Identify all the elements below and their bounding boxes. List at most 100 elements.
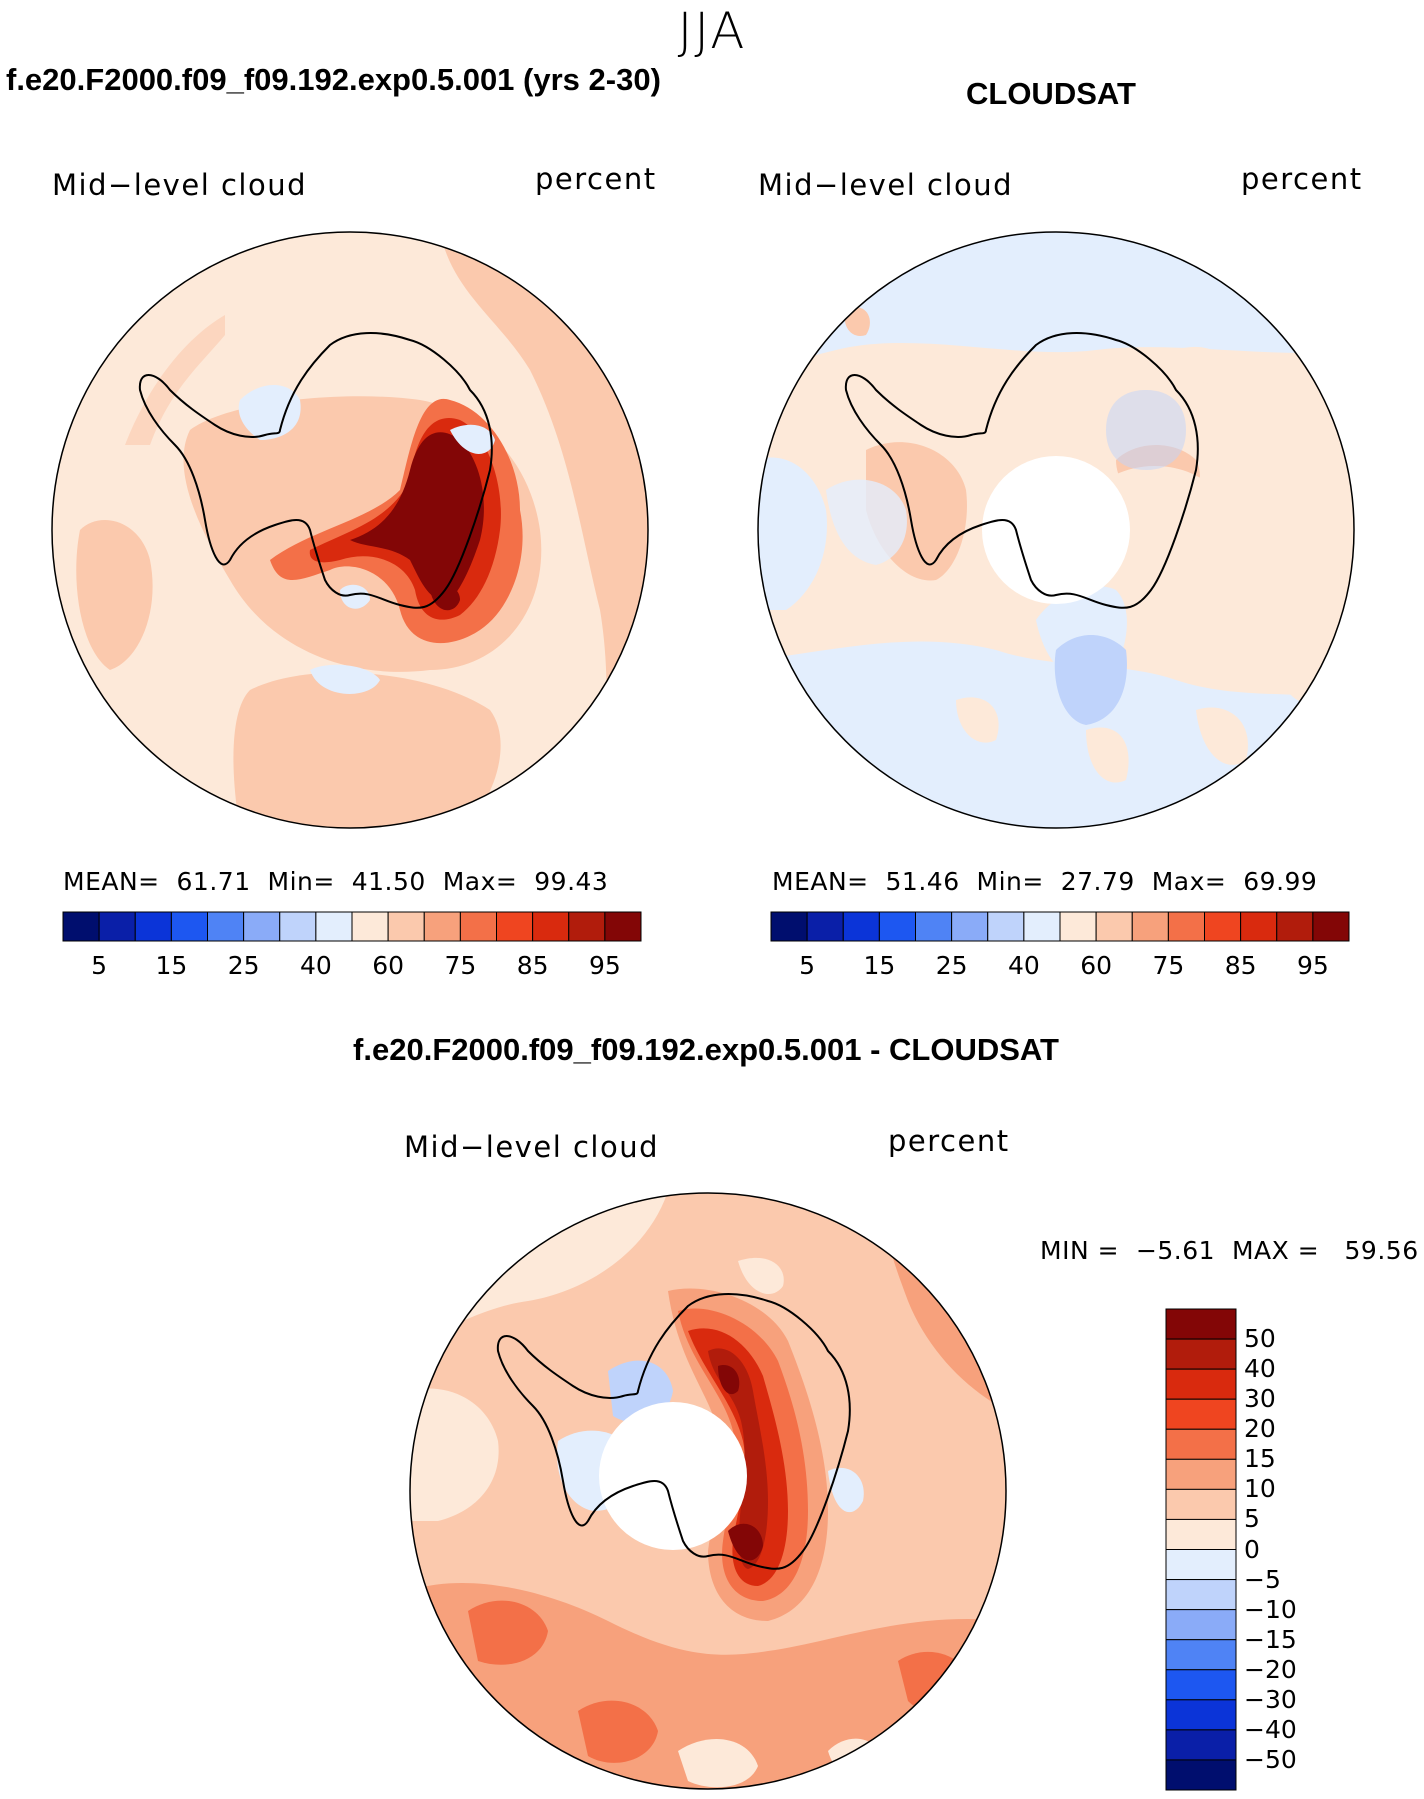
obs-colorbar-swatch: [951, 911, 989, 942]
model-colorbar-swatch: [532, 911, 570, 942]
diff-colorbar-tick-label: 15: [1244, 1444, 1276, 1474]
model-colorbar-swatch: [134, 911, 172, 942]
model-mean-value: 61.71: [176, 867, 251, 896]
model-min-label: Min=: [267, 867, 335, 896]
model-colorbar-tick-label: 25: [227, 951, 260, 980]
obs-colorbar-swatch: [842, 911, 880, 942]
obs-colorbar-swatch: [1167, 911, 1205, 942]
obs-colorbar-tick-label: 15: [863, 951, 896, 980]
model-units-label: percent: [535, 162, 657, 196]
diff-colorbar-tick-label: 40: [1244, 1354, 1276, 1384]
model-colorbar-tick-label: 60: [372, 951, 405, 980]
model-colorbar-tick-label: 75: [444, 951, 477, 980]
model-min-value: 41.50: [351, 867, 426, 896]
model-colorbar-tick-label: 15: [155, 951, 188, 980]
obs-colorbar-swatch: [1204, 911, 1242, 942]
diff-colorbar: [1165, 1308, 1237, 1791]
model-colorbar-ticks: 5 15 25 40 60 75 85 95: [63, 951, 641, 981]
diff-colorbar-swatch: [1165, 1488, 1237, 1520]
model-colorbar-swatch: [351, 911, 389, 942]
model-variable-label: Mid−level cloud: [52, 168, 307, 202]
diff-colorbar-swatch: [1165, 1518, 1237, 1550]
obs-colorbar-swatch: [770, 911, 808, 942]
diff-colorbar-tick-label: 10: [1244, 1474, 1276, 1504]
obs-mean-value: 51.46: [885, 867, 960, 896]
obs-colorbar-swatch: [1095, 911, 1133, 942]
diff-colorbar-tick-label: −40: [1244, 1714, 1297, 1744]
obs-colorbar-swatch: [1059, 911, 1097, 942]
model-colorbar-swatch: [243, 911, 281, 942]
diff-polar-map: [409, 1192, 1007, 1790]
obs-stats: MEAN= 51.46 Min= 27.79 Max= 69.99: [772, 867, 1317, 896]
diff-colorbar-swatch: [1165, 1549, 1237, 1581]
diff-colorbar-swatch: [1165, 1639, 1237, 1671]
model-max-label: Max=: [442, 867, 518, 896]
diff-variable-label: Mid−level cloud: [404, 1130, 659, 1164]
model-colorbar-swatch: [279, 911, 317, 942]
diff-colorbar-tick-label: 30: [1244, 1384, 1276, 1414]
diff-colorbar-swatch: [1165, 1699, 1237, 1731]
obs-colorbar-ticks: 5 15 25 40 60 75 85 95: [771, 951, 1349, 981]
model-colorbar-swatch: [170, 911, 208, 942]
diff-colorbar-tick-label: −5: [1244, 1564, 1281, 1594]
diff-colorbar-swatch: [1165, 1759, 1237, 1791]
obs-min-label: Min=: [976, 867, 1044, 896]
obs-colorbar: [770, 911, 1350, 942]
model-stats: MEAN= 61.71 Min= 41.50 Max= 99.43: [63, 867, 608, 896]
diff-colorbar-ticks: 50 40 30 20 15 10 5 0 −5 −10 −15 −20 −30 −40 −50: [1244, 1309, 1324, 1790]
diff-colorbar-swatch: [1165, 1398, 1237, 1430]
diff-colorbar-tick-label: 20: [1244, 1414, 1276, 1444]
diff-colorbar-swatch: [1165, 1428, 1237, 1460]
obs-colorbar-swatch: [806, 911, 844, 942]
obs-colorbar-tick-label: 95: [1296, 951, 1329, 980]
model-colorbar-swatch: [387, 911, 425, 942]
diff-minmax: MIN = −5.61 MAX = 59.56: [1040, 1236, 1419, 1265]
obs-polar-map: [757, 231, 1355, 829]
diff-min-label: MIN =: [1040, 1236, 1120, 1265]
obs-colorbar-tick-label: 60: [1080, 951, 1113, 980]
diff-panel-title: f.e20.F2000.f09_f09.192.exp0.5.001 - CLO…: [353, 1032, 1059, 1067]
diff-colorbar-tick-label: 5: [1244, 1504, 1260, 1534]
model-polar-map: [51, 231, 649, 829]
model-colorbar-swatch: [98, 911, 136, 942]
obs-colorbar-swatch: [1023, 911, 1061, 942]
model-colorbar-swatch: [496, 911, 534, 942]
obs-variable-label: Mid−level cloud: [758, 168, 1013, 202]
diff-colorbar-tick-label: 0: [1244, 1534, 1260, 1564]
diff-min-value: −5.61: [1135, 1236, 1216, 1265]
obs-colorbar-swatch: [1131, 911, 1169, 942]
obs-colorbar-tick-label: 75: [1152, 951, 1185, 980]
model-colorbar-swatch: [62, 911, 100, 942]
obs-min-value: 27.79: [1060, 867, 1135, 896]
obs-colorbar-swatch: [878, 911, 916, 942]
obs-colorbar-tick-label: 40: [1007, 951, 1040, 980]
obs-colorbar-tick-label: 25: [935, 951, 968, 980]
obs-colorbar-swatch: [915, 911, 953, 942]
diff-colorbar-swatch: [1165, 1308, 1237, 1340]
obs-units-label: percent: [1241, 162, 1363, 196]
obs-colorbar-tick-label: 5: [799, 951, 816, 980]
diff-colorbar-swatch: [1165, 1609, 1237, 1641]
diff-colorbar-swatch: [1165, 1458, 1237, 1490]
model-colorbar: [62, 911, 642, 942]
model-colorbar-swatch: [207, 911, 245, 942]
model-colorbar-tick-label: 85: [516, 951, 549, 980]
obs-colorbar-tick-label: 85: [1224, 951, 1257, 980]
model-colorbar-swatch: [423, 911, 461, 942]
obs-panel-title: CLOUDSAT: [966, 76, 1136, 111]
model-colorbar-swatch: [604, 911, 642, 942]
obs-max-value: 69.99: [1243, 867, 1318, 896]
season-title: JJA: [677, 2, 747, 60]
diff-colorbar-tick-label: −10: [1244, 1594, 1297, 1624]
model-colorbar-swatch: [459, 911, 497, 942]
obs-colorbar-swatch: [987, 911, 1025, 942]
diff-colorbar-swatch: [1165, 1579, 1237, 1611]
model-colorbar-swatch: [315, 911, 353, 942]
diff-colorbar-swatch: [1165, 1729, 1237, 1761]
diff-colorbar-swatch: [1165, 1338, 1237, 1370]
diff-colorbar-tick-label: −15: [1244, 1624, 1297, 1654]
diff-colorbar-swatch: [1165, 1669, 1237, 1701]
diff-max-label: MAX =: [1231, 1236, 1320, 1265]
model-colorbar-tick-label: 95: [588, 951, 621, 980]
model-colorbar-tick-label: 5: [91, 951, 108, 980]
